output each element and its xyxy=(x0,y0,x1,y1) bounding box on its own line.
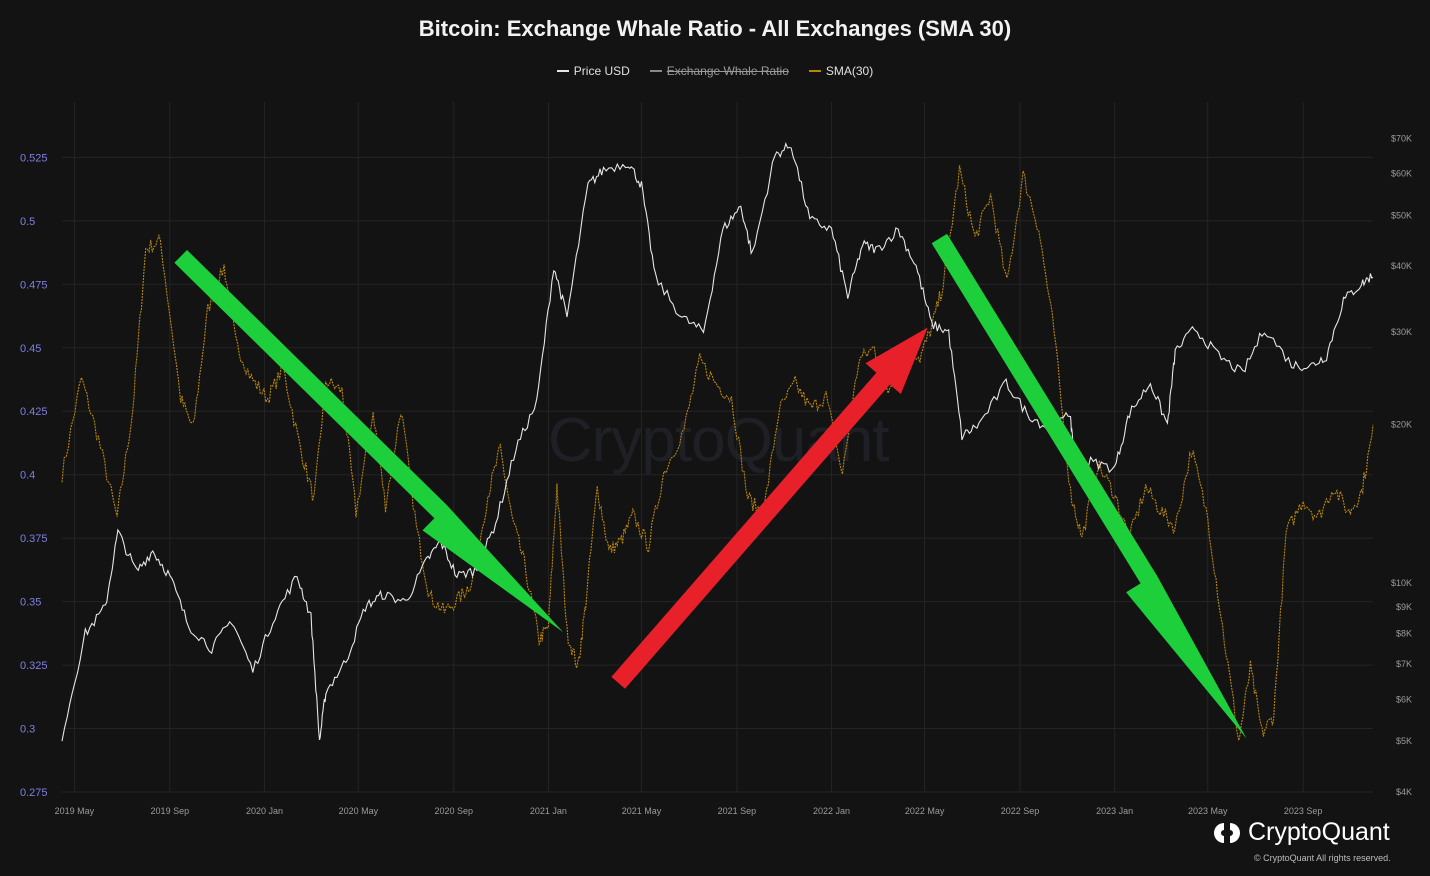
legend-item-sma[interactable]: SMA(30) xyxy=(808,64,874,78)
y-left-tick-label: 0.3 xyxy=(20,724,35,736)
x-tick-label: 2023 Sep xyxy=(1284,806,1323,816)
legend-label-price: Price USD xyxy=(573,64,630,78)
x-tick-label: 2022 May xyxy=(905,806,945,816)
x-tick-label: 2022 Jan xyxy=(813,806,850,816)
y-left-tick-label: 0.475 xyxy=(20,279,48,291)
y-right-tick-label: $5K xyxy=(1396,736,1412,746)
x-tick-label: 2021 Sep xyxy=(718,806,757,816)
annotation-arrow-red xyxy=(611,327,928,689)
brand-logo: CryptoQuant xyxy=(1212,818,1390,847)
y-left-tick-label: 0.525 xyxy=(20,152,48,164)
legend-item-whale-ratio[interactable]: Exchange Whale Ratio xyxy=(649,64,789,78)
legend-label-sma: SMA(30) xyxy=(825,64,874,78)
x-tick-label: 2020 Jan xyxy=(246,806,283,816)
y-left-tick-label: 0.275 xyxy=(20,787,48,799)
x-tick-label: 2021 May xyxy=(622,806,662,816)
y-right-tick-label: $9K xyxy=(1396,602,1412,612)
brand-name: CryptoQuant xyxy=(1248,818,1390,846)
y-right-tick-label: $30K xyxy=(1391,327,1412,337)
x-tick-label: 2022 Sep xyxy=(1001,806,1040,816)
y-right-tick-label: $50K xyxy=(1391,210,1412,220)
y-left-tick-label: 0.375 xyxy=(20,533,48,545)
copyright-text: © CryptoQuant All rights reserved. xyxy=(1254,853,1391,863)
annotation-arrows-layer xyxy=(174,233,1247,739)
legend-swatch-sma xyxy=(808,70,821,72)
price-series-line xyxy=(61,142,1374,742)
y-right-tick-label: $20K xyxy=(1391,419,1412,429)
y-right-tick-label: $4K xyxy=(1396,787,1412,797)
sma-series-layer xyxy=(61,165,1374,741)
chart-title: Bitcoin: Exchange Whale Ratio - All Exch… xyxy=(418,16,1012,41)
y-left-tick-label: 0.325 xyxy=(20,660,48,672)
y-left-tick-label: 0.35 xyxy=(20,597,41,609)
y-right-tick-label: $8K xyxy=(1396,629,1412,639)
grid-layer xyxy=(62,102,1373,793)
legend-item-price[interactable]: Price USD xyxy=(556,64,630,78)
y-left-tick-label: 0.4 xyxy=(20,470,35,482)
sma-series-line xyxy=(61,165,1374,741)
annotation-arrow-green xyxy=(931,233,1247,739)
x-tick-label: 2021 Jan xyxy=(530,806,567,816)
x-tick-label: 2019 May xyxy=(55,806,95,816)
y-right-tick-label: $10K xyxy=(1391,578,1412,588)
axis-labels-layer: 0.275 0.3 0.325 0.35 0.375 0.4 0.425 0.45 0.475 0… xyxy=(20,133,1412,816)
x-tick-label: 2020 May xyxy=(339,806,379,816)
cryptoquant-logo-icon xyxy=(1214,822,1240,843)
x-tick-label: 2023 May xyxy=(1188,806,1228,816)
y-left-tick-label: 0.5 xyxy=(20,216,35,228)
x-tick-label: 2020 Sep xyxy=(434,806,473,816)
x-tick-label: 2023 Jan xyxy=(1096,806,1133,816)
y-right-tick-label: $70K xyxy=(1391,133,1412,143)
y-right-tick-label: $7K xyxy=(1396,659,1412,669)
price-series-layer xyxy=(61,142,1374,742)
legend-swatch-price xyxy=(556,70,569,72)
y-left-tick-label: 0.425 xyxy=(20,406,48,418)
legend: Price USD Exchange Whale Ratio SMA(30) xyxy=(0,64,1430,78)
legend-label-whale-ratio: Exchange Whale Ratio xyxy=(666,64,789,78)
annotation-arrow-green xyxy=(174,250,564,633)
y-right-tick-label: $40K xyxy=(1391,261,1412,271)
y-right-tick-label: $6K xyxy=(1396,694,1412,704)
y-right-tick-label: $60K xyxy=(1391,169,1412,179)
x-tick-label: 2019 Sep xyxy=(151,806,190,816)
legend-swatch-whale-ratio xyxy=(649,70,662,72)
y-left-tick-label: 0.45 xyxy=(20,343,41,355)
